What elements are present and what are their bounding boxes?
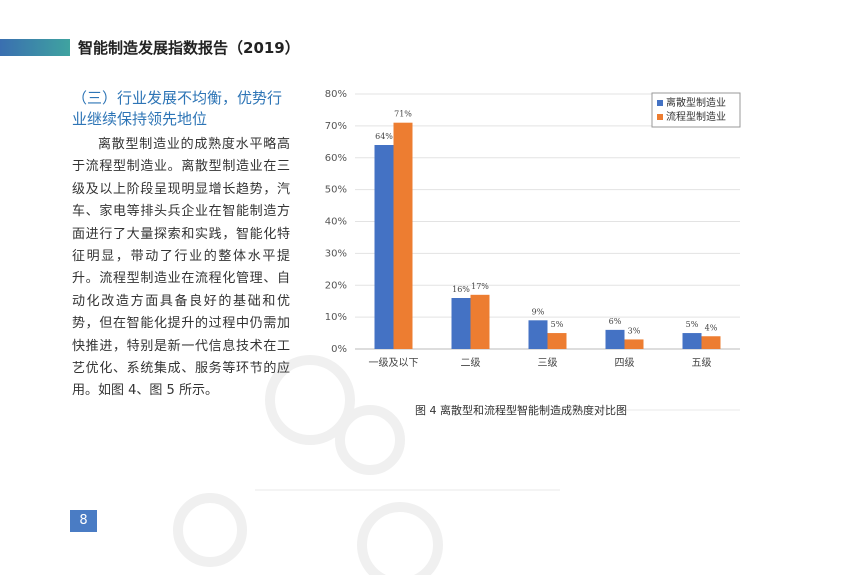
y-tick-label: 60% bbox=[325, 153, 347, 164]
bar bbox=[470, 294, 490, 349]
data-label: 17% bbox=[471, 282, 489, 291]
data-label: 64% bbox=[375, 132, 393, 141]
data-label: 16% bbox=[452, 285, 470, 294]
legend-label: 离散型制造业 bbox=[666, 96, 726, 109]
data-label: 3% bbox=[628, 326, 641, 335]
header-title: 智能制造发展指数报告（2019） bbox=[78, 39, 300, 57]
bar bbox=[528, 320, 548, 349]
y-tick-label: 80% bbox=[325, 89, 347, 100]
legend-swatch bbox=[657, 100, 663, 106]
bar bbox=[374, 145, 394, 349]
bar bbox=[624, 339, 644, 349]
bar bbox=[701, 336, 721, 349]
y-tick-label: 10% bbox=[325, 312, 347, 323]
data-label: 5% bbox=[551, 320, 564, 329]
data-label: 71% bbox=[394, 110, 412, 119]
x-tick-label: 四级 bbox=[615, 357, 635, 369]
y-tick-label: 20% bbox=[325, 280, 347, 291]
page-number: 8 bbox=[70, 510, 97, 532]
legend-swatch bbox=[657, 114, 663, 120]
data-label: 9% bbox=[532, 307, 545, 316]
x-tick-label: 三级 bbox=[538, 357, 558, 369]
y-tick-label: 30% bbox=[325, 248, 347, 259]
section-heading: （三）行业发展不均衡，优势行业继续保持领先地位 bbox=[72, 89, 283, 128]
x-tick-label: 五级 bbox=[692, 357, 712, 369]
y-tick-label: 0% bbox=[331, 344, 347, 355]
header-bar bbox=[0, 39, 70, 56]
data-label: 4% bbox=[705, 323, 718, 332]
y-tick-label: 40% bbox=[325, 217, 347, 228]
bar bbox=[547, 333, 567, 349]
bar bbox=[451, 298, 471, 349]
bar bbox=[682, 333, 702, 349]
y-tick-label: 70% bbox=[325, 121, 347, 132]
x-tick-label: 二级 bbox=[461, 357, 481, 369]
data-label: 5% bbox=[686, 320, 699, 329]
legend-box bbox=[651, 92, 741, 128]
bar bbox=[605, 329, 625, 349]
chart: 0% 10% 20% 30% 40% 50% 60% 70% 80% 一级及以下 64% 71% 二级 1… bbox=[325, 89, 741, 369]
legend-label: 流程型制造业 bbox=[666, 110, 726, 123]
data-label: 6% bbox=[609, 317, 622, 326]
figure-caption: 图 4 离散型和流程型智能制造成熟度对比图 bbox=[415, 404, 627, 417]
x-tick-label: 一级及以下 bbox=[369, 357, 419, 369]
y-tick-label: 50% bbox=[325, 185, 347, 196]
paragraph: 离散型制造业的成熟度水平略高于流程型制造业。离散型制造业在三级及以上阶段呈现明显… bbox=[72, 137, 290, 399]
bar bbox=[393, 122, 413, 349]
